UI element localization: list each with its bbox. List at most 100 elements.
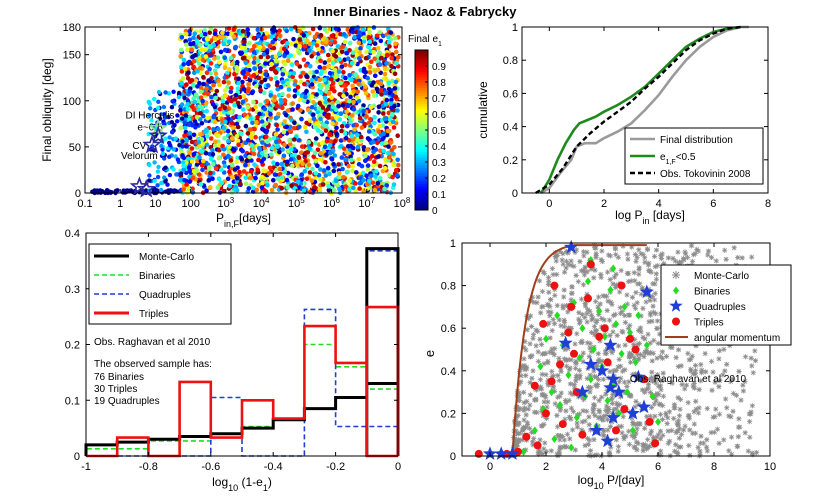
scatter-point	[389, 112, 395, 117]
monte-carlo-point	[579, 338, 585, 344]
legend-label: Triples	[139, 309, 169, 320]
scatter-point	[163, 136, 168, 141]
scatter-point	[357, 30, 362, 35]
monte-carlo-point	[578, 353, 585, 360]
triple-point	[631, 345, 640, 354]
scatter-point	[147, 162, 152, 168]
monte-carlo-point	[638, 313, 644, 319]
scatter-point	[259, 79, 264, 85]
scatter-point	[155, 183, 160, 188]
scatter-point	[261, 156, 267, 162]
scatter-point	[287, 141, 293, 147]
scatter-point	[204, 188, 209, 193]
scatter-point	[269, 61, 274, 67]
scatter-point	[204, 41, 209, 46]
monte-carlo-point	[559, 257, 565, 263]
scatter-point	[365, 147, 370, 152]
scatter-point	[356, 98, 362, 104]
annotation: Velorum	[121, 151, 158, 162]
monte-carlo-point	[527, 392, 533, 398]
scatter-point	[184, 182, 189, 187]
scatter-point	[365, 163, 371, 168]
monte-carlo-point	[647, 310, 653, 316]
monte-carlo-point	[630, 419, 636, 426]
monte-carlo-point	[616, 379, 622, 385]
monte-carlo-point	[592, 267, 598, 273]
scatter-point	[252, 162, 257, 167]
scatter-point	[386, 144, 391, 149]
scatter-point	[329, 95, 334, 100]
scatter-point	[367, 70, 373, 75]
monte-carlo-point	[657, 436, 664, 442]
monte-carlo-point	[685, 413, 692, 419]
monte-carlo-point	[565, 250, 571, 256]
scatter-point	[327, 150, 333, 156]
monte-carlo-point	[537, 377, 543, 383]
monte-carlo-point	[619, 430, 625, 436]
scatter-point	[271, 135, 277, 141]
monte-carlo-point	[523, 424, 529, 431]
monte-carlo-point	[613, 367, 619, 374]
scatter-point	[375, 45, 381, 51]
scatter-point	[343, 75, 348, 81]
monte-carlo-point	[698, 378, 704, 384]
monte-carlo-point	[617, 305, 623, 311]
scatter-point	[258, 66, 263, 71]
scatter-point	[235, 100, 241, 106]
scatter-point	[170, 99, 175, 104]
monte-carlo-point	[612, 245, 618, 251]
monte-carlo-point	[656, 383, 662, 389]
scatter-point	[246, 55, 252, 60]
scatter-point	[184, 82, 189, 87]
monte-carlo-point	[521, 405, 528, 411]
y-tick-label: 0.4	[503, 122, 518, 134]
monte-carlo-point	[695, 444, 701, 451]
quadruple-point	[600, 433, 615, 448]
monte-carlo-point	[561, 356, 568, 362]
legend-label: Binaries	[694, 287, 730, 298]
scatter-point	[280, 79, 286, 85]
scatter-point	[196, 144, 202, 149]
monte-carlo-point	[576, 320, 583, 326]
monte-carlo-point	[723, 396, 729, 402]
scatter-point	[304, 129, 309, 135]
monte-carlo-point	[595, 294, 602, 300]
monte-carlo-point	[688, 368, 694, 374]
monte-carlo-point	[591, 323, 598, 330]
scatter-point	[242, 39, 247, 44]
scatter-point	[280, 91, 285, 97]
scatter-point	[227, 183, 232, 189]
scatter-point	[295, 85, 301, 90]
monte-carlo-point	[628, 278, 634, 284]
legend-label: angular momentum	[694, 333, 780, 344]
colorbar-swatch	[415, 202, 428, 206]
scatter-point	[326, 115, 331, 120]
monte-carlo-point	[556, 433, 562, 439]
monte-carlo-point	[609, 301, 615, 307]
monte-carlo-point	[631, 434, 637, 441]
monte-carlo-point	[543, 415, 550, 422]
scatter-point	[364, 114, 369, 119]
scatter-point	[240, 71, 246, 76]
monte-carlo-point	[593, 320, 599, 326]
scatter-point	[369, 153, 375, 159]
scatter-point	[377, 62, 383, 67]
triple-point	[612, 426, 620, 435]
scatter-point	[386, 150, 391, 156]
monte-carlo-point	[530, 335, 536, 341]
monte-carlo-point	[517, 406, 523, 412]
colorbar-swatch	[415, 119, 428, 123]
scatter-point	[299, 144, 305, 149]
scatter-point	[181, 187, 186, 192]
monte-carlo-point	[536, 278, 543, 284]
scatter-point	[312, 34, 318, 40]
monte-carlo-point	[653, 380, 659, 386]
monte-carlo-point	[523, 372, 529, 379]
monte-carlo-point	[607, 332, 613, 339]
colorbar-swatch	[415, 170, 428, 174]
monte-carlo-point	[610, 347, 616, 353]
monte-carlo-point	[626, 428, 632, 434]
scatter-point	[208, 170, 213, 176]
scatter-point	[182, 125, 188, 131]
scatter-point	[197, 42, 203, 48]
